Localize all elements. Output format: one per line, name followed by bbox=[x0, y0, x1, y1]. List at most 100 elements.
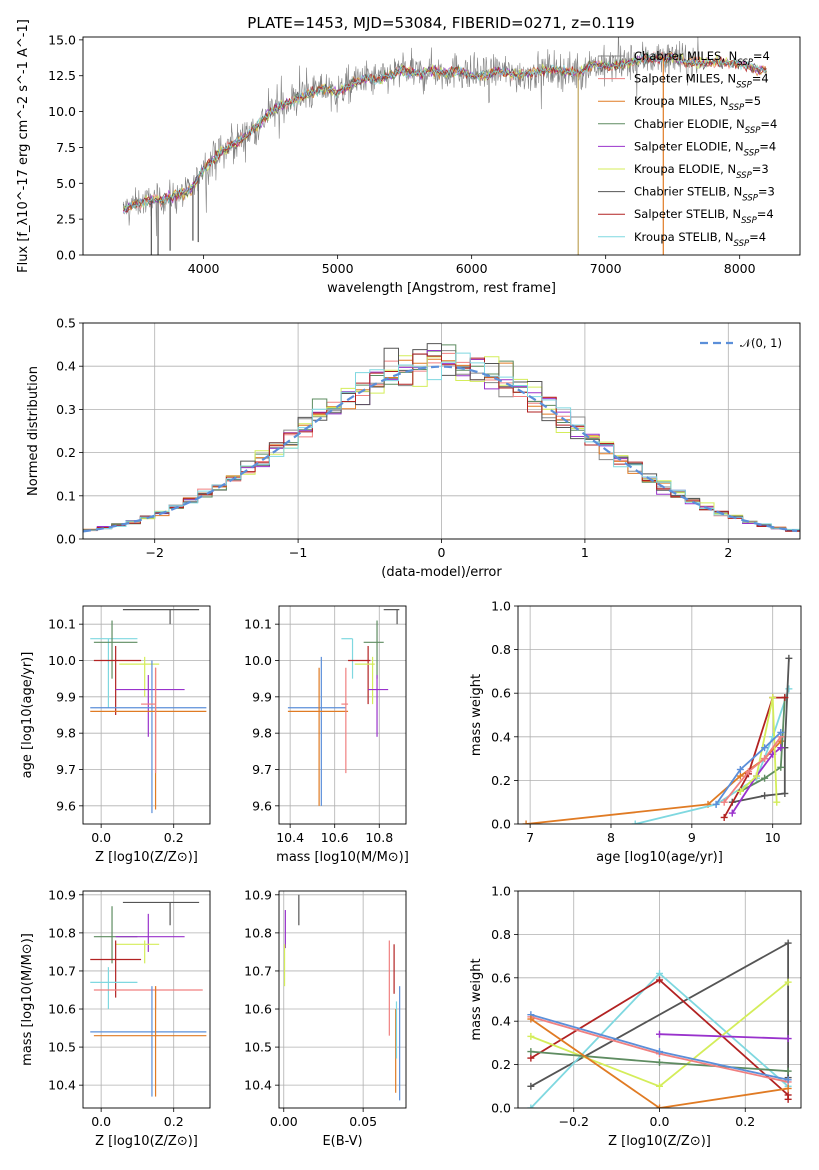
panel-mass-vs-ebv: 0.00 0.05 10.4 10.5 10.6 10.7 10.8 10.9 E(B-V) bbox=[244, 887, 407, 1149]
x-axis-label: mass [log10(M/M⊙)] bbox=[276, 850, 409, 865]
axes-frame bbox=[517, 605, 802, 825]
errorbar-point bbox=[90, 986, 207, 1097]
series-marker bbox=[784, 1035, 792, 1043]
errorbar-point bbox=[119, 656, 160, 697]
x-tick-label: 7000 bbox=[590, 261, 622, 276]
series-marker bbox=[656, 976, 663, 984]
x-tick-label: 1 bbox=[581, 545, 589, 560]
y-tick-label: 0.5 bbox=[56, 316, 76, 331]
plot-area-age-vs-Z bbox=[90, 609, 207, 814]
series-marker bbox=[656, 1082, 663, 1090]
series-marker bbox=[785, 654, 793, 662]
plot-area-mass-weight-vs-age bbox=[522, 654, 793, 824]
y-tick-label: 2.5 bbox=[56, 212, 76, 227]
spectrum-model-line bbox=[122, 52, 767, 215]
series-marker bbox=[736, 766, 744, 773]
y-tick-label: 0.2 bbox=[56, 445, 76, 460]
axes-frame bbox=[82, 322, 801, 540]
figure-title: PLATE=1453, MJD=53084, FIBERID=0271, z=0… bbox=[247, 14, 634, 32]
series-marker bbox=[753, 772, 761, 780]
y-tick-label: 5.0 bbox=[56, 176, 76, 191]
gaussian-curve bbox=[83, 365, 798, 533]
series-marker bbox=[761, 792, 769, 800]
y-tick-label: 10.6 bbox=[48, 1002, 76, 1017]
legend-label: 𝒩(0, 1) bbox=[740, 336, 782, 350]
y-tick-label: 0.0 bbox=[56, 532, 76, 547]
y-tick-label: 0.0 bbox=[56, 248, 76, 263]
histogram-step bbox=[83, 352, 800, 539]
y-tick-label: 10.1 bbox=[244, 617, 272, 632]
y-tick-label: 9.9 bbox=[56, 689, 76, 704]
chart-layer: 4000 5000 6000 7000 80000.02.55.07.510.012.5… bbox=[16, 19, 802, 1149]
series-marker bbox=[781, 694, 789, 702]
errorbar-point bbox=[122, 609, 200, 625]
series-marker bbox=[656, 1104, 663, 1108]
errorbar-point bbox=[341, 638, 354, 679]
errorbar-point bbox=[287, 656, 346, 806]
series-marker bbox=[720, 798, 728, 806]
series-marker bbox=[656, 1058, 663, 1066]
panel-residuals: −2 −1 0 1 2 0.0 0.1 0.2 0.3 0.4 0.5 (data-model)/er… bbox=[26, 316, 801, 580]
errorbar-point bbox=[368, 675, 389, 737]
x-tick-label: 0.00 bbox=[270, 1114, 298, 1129]
y-tick-label: 0.2 bbox=[491, 773, 511, 788]
y-tick-label: 0.4 bbox=[56, 359, 76, 374]
x-tick-label: 0.2 bbox=[164, 830, 184, 845]
series-marker bbox=[656, 1030, 663, 1038]
y-tick-label: 1.0 bbox=[491, 599, 511, 614]
y-axis-label: Normed distribution bbox=[26, 366, 41, 496]
y-axis-label: age [log10(age/yr)] bbox=[20, 652, 35, 779]
errorbar-point bbox=[90, 940, 142, 998]
errorbar-point bbox=[348, 645, 371, 705]
y-tick-label: 0.6 bbox=[491, 970, 511, 985]
y-tick-label: 10.8 bbox=[244, 925, 272, 940]
errorbar-point bbox=[287, 667, 349, 806]
series-marker bbox=[784, 1076, 792, 1084]
x-tick-label: −2 bbox=[145, 545, 163, 560]
y-tick-label: 0.2 bbox=[491, 1057, 511, 1072]
panel-mass-weight-vs-Z: −0.2 0.0 0.2 0.0 0.2 0.4 0.6 0.8 1.0 Z [log10(Z/Z… bbox=[469, 884, 802, 1149]
plot-area-mass-vs-ebv bbox=[283, 894, 401, 1101]
y-tick-label: 9.6 bbox=[56, 798, 76, 813]
y-tick-label: 10.8 bbox=[48, 925, 76, 940]
panel-mass-vs-Z: 0.0 0.2 10.4 10.5 10.6 10.7 10.8 10.9 Z [log10(Z… bbox=[20, 887, 211, 1149]
axes-frame bbox=[278, 890, 407, 1109]
errorbar-point bbox=[90, 967, 138, 1010]
axes-frame bbox=[82, 890, 211, 1109]
plot-area-residuals bbox=[83, 343, 800, 539]
y-tick-label: 9.8 bbox=[252, 726, 272, 741]
y-tick-label: 9.7 bbox=[56, 762, 76, 777]
x-tick-label: 0.0 bbox=[91, 1114, 111, 1129]
errorbar-point bbox=[115, 940, 160, 964]
y-tick-label: 9.6 bbox=[252, 798, 272, 813]
y-tick-label: 10.0 bbox=[244, 653, 272, 668]
series-marker bbox=[522, 820, 530, 824]
series-marker bbox=[527, 1082, 535, 1090]
x-axis-label: age [log10(age/yr)] bbox=[596, 850, 723, 865]
y-tick-label: 10.1 bbox=[48, 617, 76, 632]
x-axis-label: wavelength [Angstrom, rest frame] bbox=[327, 281, 556, 296]
series-marker bbox=[527, 1048, 535, 1056]
y-tick-label: 0.8 bbox=[491, 927, 511, 942]
x-tick-label: 0.2 bbox=[735, 1114, 755, 1129]
y-tick-label: 10.5 bbox=[244, 1040, 272, 1055]
series-line bbox=[723, 736, 782, 803]
errorbar-point bbox=[141, 667, 157, 774]
series-marker bbox=[761, 755, 769, 763]
x-axis-label: E(B-V) bbox=[322, 1134, 362, 1149]
errorbar-point bbox=[354, 656, 375, 705]
y-tick-label: 1.0 bbox=[491, 884, 511, 899]
y-axis-label: mass weight bbox=[469, 958, 484, 1040]
x-tick-label: 4000 bbox=[188, 261, 220, 276]
series-marker bbox=[656, 1048, 663, 1056]
series-marker bbox=[736, 787, 744, 795]
x-tick-label: 7 bbox=[526, 830, 534, 845]
axes-frame bbox=[82, 605, 211, 825]
x-axis-label: Z [log10(Z/Z⊙)] bbox=[608, 1134, 711, 1149]
series-line bbox=[530, 1018, 789, 1108]
series-marker bbox=[785, 685, 793, 693]
plot-area-age-vs-mass bbox=[287, 609, 400, 806]
series-marker bbox=[773, 798, 781, 806]
series-marker bbox=[527, 1104, 535, 1108]
